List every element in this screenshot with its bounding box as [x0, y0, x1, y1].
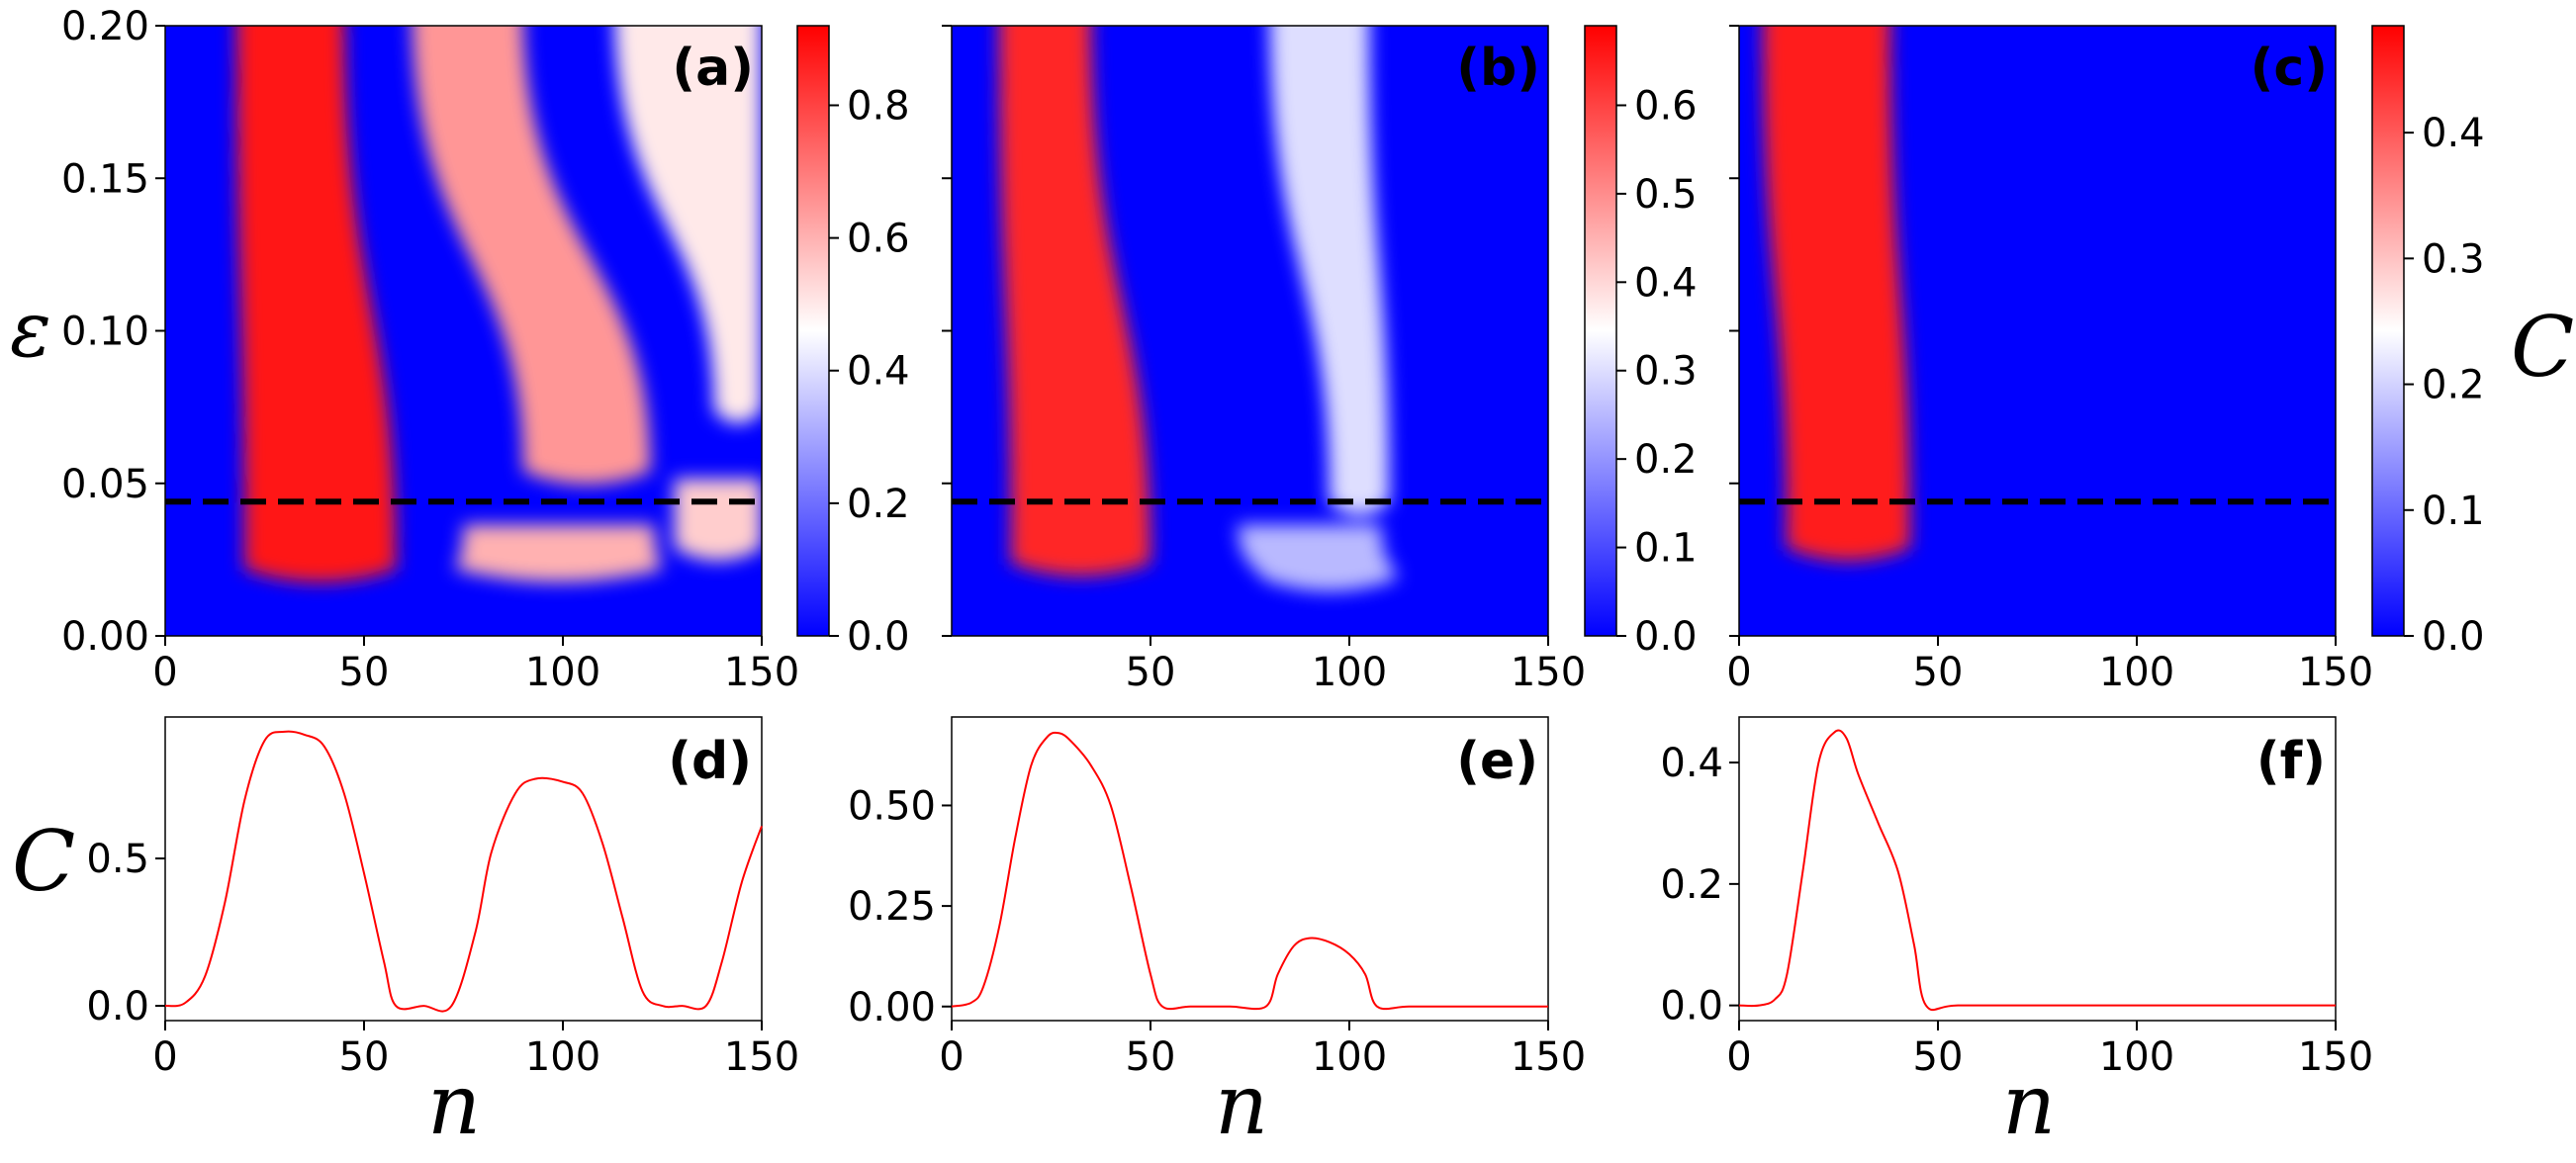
heatmap-region-0 — [1763, 26, 1910, 561]
line-plot-frame — [951, 716, 1549, 1022]
colorbar-tick-label: 0.2 — [2422, 363, 2485, 408]
heatmap-panel-c: 0 50 100 150 (c) 0.0 0.1 0.2 0.3 0.4 — [1726, 25, 2485, 695]
line-panel-f: 0 50 100 150 0.0 0.2 0.4 (f) — [1660, 716, 2373, 1080]
heatmap-region-3 — [455, 524, 663, 582]
x-tick-label: 150 — [724, 650, 799, 695]
colorbar-tick-label: 0.2 — [847, 482, 910, 527]
x-tick-label: 0 — [152, 1034, 177, 1080]
colorbar-tick-label: 0.4 — [847, 349, 910, 395]
x-tick-label: 100 — [2099, 650, 2174, 695]
colorbar-frame — [796, 25, 830, 637]
colorbar — [2372, 26, 2404, 636]
x-tick-label: 0 — [1726, 1034, 1751, 1080]
heatmap-region-4 — [674, 479, 762, 561]
x-tick-label: 100 — [525, 650, 600, 695]
heatmap-region-1 — [412, 26, 651, 485]
heatmap-regions — [999, 26, 1398, 591]
x-tick-label: 150 — [1511, 650, 1586, 695]
x-tick-label: 50 — [1913, 1034, 1964, 1080]
x-tick-label: 50 — [339, 1034, 390, 1080]
panel-label: (b) — [1456, 39, 1540, 98]
y-tick-label: 0.2 — [1660, 862, 1723, 908]
x-tick-label: 150 — [2298, 1034, 2373, 1080]
panel-label: (f) — [2256, 732, 2326, 791]
heatmap-regions — [236, 26, 762, 582]
panel-label: (c) — [2251, 39, 2328, 98]
colorbar-tick-label: 0.3 — [1634, 349, 1698, 395]
colorbar-symbol-c: C — [2511, 299, 2574, 396]
x-axis-symbol-n-e: n — [1215, 1056, 1268, 1153]
line-panel-d: 0 50 100 150 0.0 0.5 (d) — [86, 716, 799, 1080]
heatmap-region-0 — [999, 26, 1150, 577]
y-axis-symbol-epsilon: ε — [10, 286, 51, 375]
x-tick-label: 100 — [1312, 650, 1387, 695]
x-tick-label: 150 — [724, 1034, 799, 1080]
heatmap-region-1 — [1269, 26, 1390, 515]
colorbar-tick-label: 0.4 — [2422, 111, 2485, 156]
x-tick-label: 100 — [1312, 1034, 1387, 1080]
colorbar-tick-label: 0.0 — [2422, 614, 2485, 660]
panel-label: (e) — [1456, 732, 1538, 791]
x-tick-label: 150 — [2298, 650, 2373, 695]
y-tick-label: 0.20 — [61, 4, 149, 49]
panel-label: (d) — [668, 732, 752, 791]
y-tick-label: 0.50 — [848, 783, 936, 829]
x-tick-label: 0 — [152, 650, 177, 695]
heatmap-region-0 — [236, 26, 397, 582]
colorbar-tick-label: 0.1 — [2422, 489, 2485, 534]
line-plot-frame — [164, 716, 763, 1022]
series-line — [951, 731, 1548, 1011]
y-tick-label: 0.0 — [86, 984, 149, 1029]
y-tick-label: 0.5 — [86, 837, 149, 882]
y-tick-label: 0.00 — [61, 614, 149, 660]
heatmap-region-2 — [614, 26, 762, 424]
x-tick-label: 0 — [1726, 650, 1751, 695]
x-tick-label: 50 — [1126, 1034, 1176, 1080]
heatmap-panel-b: 50 100 150 (b) 0.0 0.1 0.2 0.3 0.4 0.5 0.6 — [942, 25, 1698, 695]
heatmap-regions — [1763, 26, 1910, 561]
x-tick-label: 50 — [1913, 650, 1964, 695]
colorbar-frame — [1584, 25, 1617, 637]
series-line — [1738, 729, 2336, 1012]
panel-label: (a) — [672, 39, 754, 98]
colorbar-tick-label: 0.8 — [847, 83, 910, 129]
x-tick-label: 150 — [1511, 1034, 1586, 1080]
x-axis-symbol-n-f: n — [2002, 1056, 2056, 1153]
colorbar-tick-label: 0.2 — [1634, 437, 1698, 483]
heatmap-regions-blur — [1763, 26, 1910, 561]
y-tick-label: 0.00 — [848, 985, 936, 1030]
series-line — [164, 730, 763, 1013]
colorbar — [1585, 26, 1616, 636]
y-tick-label: 0.25 — [848, 884, 936, 930]
y-tick-label: 0.10 — [61, 310, 149, 355]
heatmap-regions-blur — [999, 26, 1398, 591]
colorbar-tick-label: 0.3 — [2422, 236, 2485, 282]
line-plot-frame — [1738, 716, 2337, 1022]
x-tick-label: 100 — [525, 1034, 600, 1080]
colorbar — [797, 26, 829, 636]
x-axis-symbol-n-d: n — [427, 1056, 481, 1153]
y-tick-label: 0.4 — [1660, 741, 1723, 786]
colorbar-tick-label: 0.4 — [1634, 260, 1698, 306]
x-tick-label: 50 — [1126, 650, 1176, 695]
heatmap-regions-blur — [236, 26, 762, 582]
y-tick-label: 0.0 — [1660, 984, 1723, 1029]
colorbar-tick-label: 0.0 — [1634, 614, 1698, 660]
colorbar-frame — [2371, 25, 2405, 637]
x-tick-label: 50 — [339, 650, 390, 695]
colorbar-tick-label: 0.6 — [1634, 83, 1698, 129]
colorbar-tick-label: 0.1 — [1634, 526, 1698, 572]
colorbar-tick-label: 0.0 — [847, 614, 910, 660]
heatmap-panel-a: 0 50 100 150 0.00 0.05 0.10 0.15 0.20 (a) 0.0 0.2 0.… — [61, 4, 910, 695]
colorbar-tick-label: 0.6 — [847, 217, 910, 262]
colorbar-tick-label: 0.5 — [1634, 172, 1698, 218]
line-panel-e: 0 50 100 150 0.00 0.25 0.50 (e) — [848, 716, 1586, 1080]
y-tick-label: 0.05 — [61, 462, 149, 507]
x-tick-label: 100 — [2099, 1034, 2174, 1080]
x-tick-label: 0 — [939, 1034, 964, 1080]
heatmap-region-2 — [1238, 524, 1398, 591]
y-tick-label: 0.15 — [61, 156, 149, 202]
line-y-symbol-c: C — [12, 813, 75, 910]
